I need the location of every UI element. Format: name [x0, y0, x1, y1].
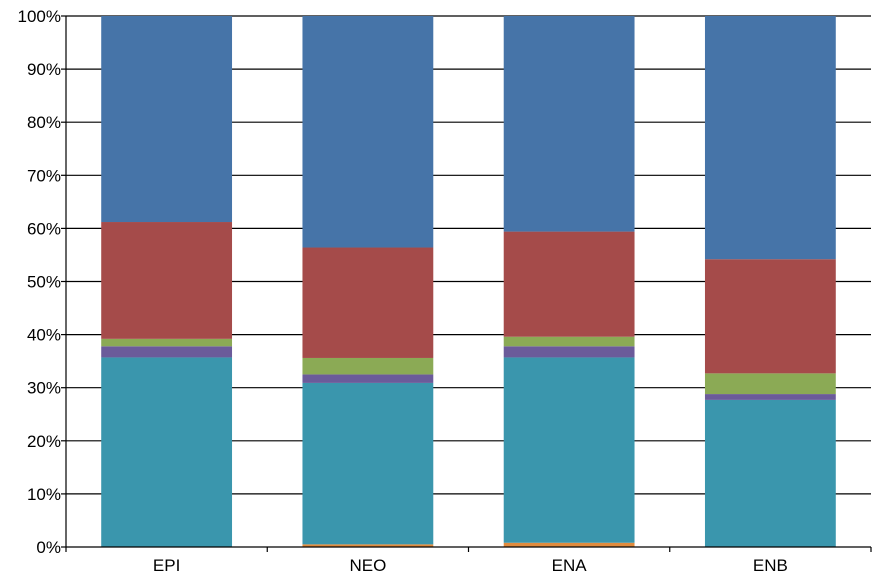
bar-segment-neo-series-3: [302, 374, 434, 383]
bar-segment-enb-series-4: [704, 373, 836, 395]
axis-layer: [61, 15, 872, 552]
y-tick-label: 10%: [27, 485, 61, 504]
y-tick-label: 90%: [27, 60, 61, 79]
bar-segment-epi-series-4: [101, 338, 233, 347]
bar-segment-epi-series-6: [101, 16, 233, 223]
bar-segment-neo-series-1: [302, 544, 434, 547]
x-tick-label: NEO: [349, 556, 386, 575]
x-tick-label: ENA: [552, 556, 588, 575]
bar-segment-neo-series-4: [302, 357, 434, 375]
bar-segment-ena-series-3: [503, 346, 635, 358]
labels-layer: 0% 10% 20% 30% 40% 50% 60% 70% 80% 90% 100% EPI NEO E…: [18, 7, 788, 575]
bar-segment-neo-series-6: [302, 16, 434, 248]
bar-segment-epi-series-5: [101, 222, 233, 339]
bar-segment-epi-series-2: [101, 357, 233, 547]
bar-segment-neo-series-2: [302, 382, 434, 545]
bar-segment-ena-series-5: [503, 231, 635, 337]
y-tick-label: 60%: [27, 219, 61, 238]
y-tick-label: 30%: [27, 379, 61, 398]
y-tick-label: 40%: [27, 326, 61, 345]
bar-segment-ena-series-4: [503, 336, 635, 347]
y-tick-label: 80%: [27, 113, 61, 132]
bars-layer: [101, 16, 836, 547]
y-tick-label: 50%: [27, 273, 61, 292]
bar-segment-epi-series-3: [101, 346, 233, 358]
x-tick-label: EPI: [153, 556, 180, 575]
bar-segment-neo-series-5: [302, 247, 434, 358]
y-tick-label: 100%: [18, 7, 61, 26]
x-tick-label: ENB: [753, 556, 788, 575]
bar-segment-ena-series-1: [503, 542, 635, 547]
bar-segment-ena-series-2: [503, 357, 635, 543]
bar-segment-enb-series-6: [704, 16, 836, 260]
bar-segment-ena-series-6: [503, 16, 635, 232]
bar-segment-enb-series-3: [704, 394, 836, 400]
y-tick-label: 0%: [36, 538, 61, 557]
y-tick-label: 70%: [27, 166, 61, 185]
bar-segment-enb-series-2: [704, 399, 836, 547]
y-tick-label: 20%: [27, 432, 61, 451]
bar-segment-enb-series-5: [704, 259, 836, 374]
